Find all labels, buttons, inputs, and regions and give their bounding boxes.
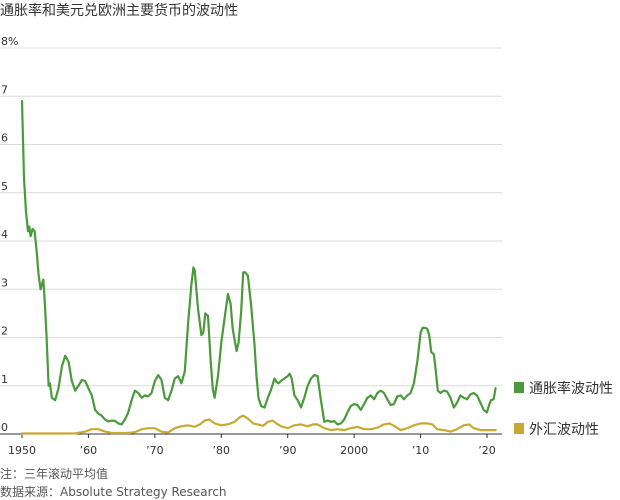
legend-label-fx: 外汇波动性 [529,422,599,438]
legend-item-fx: 外汇波动性 [514,422,599,438]
series-lines [20,100,497,435]
legend: 通胀率波动性 外汇波动性 [514,380,613,438]
y-tick-label-7: 7 [1,83,8,96]
y-tick-label-1: 1 [1,373,8,386]
x-tick-label-1970: ’70 [146,444,164,457]
x-tick-label-2000: 2000 [340,444,368,457]
y-tick-label-4: 4 [1,228,8,241]
series-inflation-volatility-line [20,100,497,426]
legend-item-inflation: 通胀率波动性 [514,380,613,397]
y-tick-label-3: 3 [1,276,8,289]
x-tick-label-1990: ’90 [279,444,297,457]
x-tick-label-2020: ’20 [478,444,496,457]
series-fx-volatility-line [20,414,497,435]
y-tick-label-6: 6 [1,132,8,145]
footnote: 注：三年滚动平均值 [0,466,108,481]
gridlines [0,47,502,387]
x-tick-label-1980: ’80 [213,444,231,457]
y-tick-label-2: 2 [1,325,8,338]
y-tick-label-0: 0 [1,421,8,434]
source-note: 数据来源：Absolute Strategy Research [0,484,227,499]
legend-swatch-fx [514,423,524,434]
y-tick-label-5: 5 [1,180,8,193]
chart-title: 通胀率和美元兑欧洲主要货币的波动性 [0,2,238,19]
y-tick-label-8: 8% [1,35,18,48]
x-tick-label-1960: ’60 [80,444,98,457]
x-tick-label-2010: ’10 [412,444,430,457]
legend-label-inflation: 通胀率波动性 [529,380,613,397]
y-axis-tick-labels: 0 1 2 3 4 5 6 7 8% [1,35,18,434]
legend-swatch-inflation [514,382,524,393]
x-tick-label-1950: 1950 [8,444,36,457]
x-axis: 1950 ’60 ’70 ’80 ’90 2000 ’10 ’20 [0,433,502,457]
